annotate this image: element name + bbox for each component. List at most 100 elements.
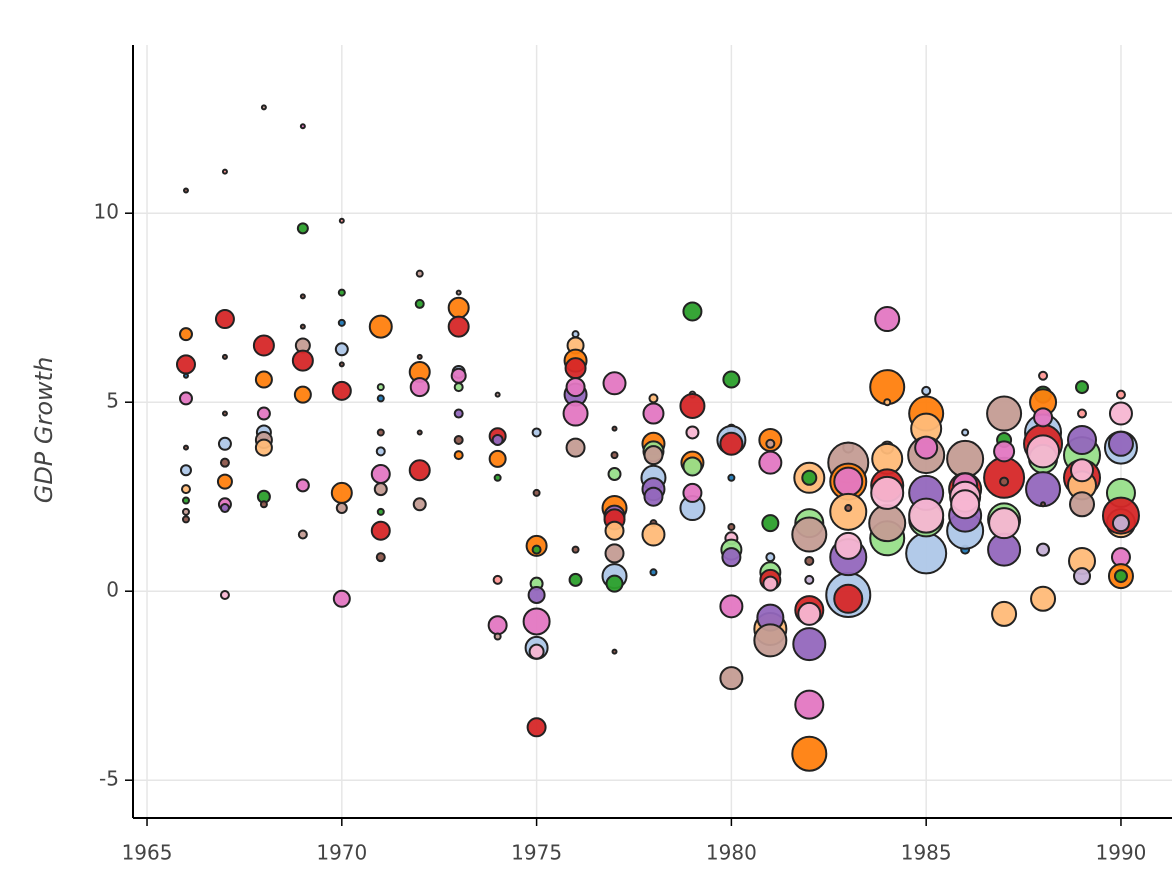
bubble	[375, 446, 386, 457]
bubble	[719, 594, 744, 619]
y-tick-label: 0	[106, 578, 119, 602]
bubble	[532, 488, 541, 497]
bubble	[331, 380, 352, 401]
bubble	[607, 467, 622, 482]
bubble	[219, 503, 230, 514]
bubble	[214, 309, 235, 330]
bubble	[988, 507, 1021, 540]
bubble	[181, 496, 190, 505]
bubble	[804, 555, 815, 566]
bubble	[682, 301, 703, 322]
bubble	[334, 342, 349, 357]
bubble	[256, 406, 271, 421]
bubble	[682, 482, 703, 503]
bubble	[1025, 471, 1062, 508]
bubble	[299, 323, 306, 330]
bubble	[370, 464, 391, 485]
bubble	[722, 370, 741, 389]
bubble	[416, 429, 423, 436]
bubble	[260, 104, 267, 111]
bubble	[643, 486, 664, 507]
bubble	[791, 516, 828, 553]
bubble	[221, 168, 228, 175]
bubble	[332, 589, 351, 608]
bubble	[182, 187, 189, 194]
bubble	[181, 515, 190, 524]
bubble	[991, 600, 1018, 627]
bubble	[946, 439, 985, 478]
bubble	[493, 632, 502, 641]
bubble	[254, 370, 273, 389]
bubble	[685, 425, 700, 440]
bubble	[291, 349, 314, 372]
bubble	[252, 334, 275, 357]
bubble	[1073, 567, 1092, 586]
bubble	[299, 293, 306, 300]
bubble	[453, 435, 464, 446]
bubble	[450, 367, 467, 384]
y-tick-label: 5	[106, 389, 119, 413]
bubble	[337, 288, 346, 297]
bubble	[409, 377, 430, 398]
bubble	[182, 372, 189, 379]
bubble	[762, 575, 779, 592]
bubble	[299, 123, 306, 130]
bubble	[564, 357, 587, 380]
bubble	[412, 497, 427, 512]
bubble	[721, 547, 742, 568]
bubble	[792, 627, 827, 662]
x-tick-label: 1985	[901, 841, 952, 865]
bubble	[447, 315, 470, 338]
bubble	[531, 544, 542, 555]
bubble	[494, 391, 501, 398]
bubble	[921, 385, 932, 396]
bubble	[649, 568, 658, 577]
bubble	[254, 438, 273, 457]
bubble	[908, 497, 945, 534]
bubble	[761, 514, 780, 533]
bubble	[797, 601, 822, 626]
bubble	[1075, 380, 1090, 395]
bubble	[679, 392, 706, 419]
bubble	[719, 666, 744, 691]
bubble	[295, 478, 310, 493]
bubble	[376, 507, 385, 516]
bubble	[643, 445, 664, 466]
bubble	[1026, 434, 1061, 469]
bubble	[1107, 430, 1134, 457]
bubble	[883, 398, 892, 407]
bubble	[178, 391, 193, 406]
bubble	[487, 615, 508, 636]
bubble	[758, 450, 783, 475]
bubble	[791, 735, 828, 772]
bubble	[565, 437, 586, 458]
bubble	[491, 434, 504, 447]
bubble	[528, 643, 545, 660]
bubble	[370, 520, 391, 541]
bubble	[950, 489, 981, 520]
bubble	[376, 394, 385, 403]
bubble	[337, 318, 346, 327]
bubble	[221, 353, 228, 360]
bubble	[610, 451, 619, 460]
bubble	[335, 502, 348, 515]
bubble	[1108, 401, 1133, 426]
bubble	[415, 269, 424, 278]
bubble	[375, 552, 386, 563]
bubble	[801, 469, 818, 486]
bubble	[765, 552, 776, 563]
bubble	[453, 382, 464, 393]
bubble	[571, 330, 580, 339]
bubble	[492, 574, 503, 585]
bubble	[642, 402, 665, 425]
bubble	[293, 385, 312, 404]
bubble	[455, 289, 462, 296]
bubble	[1038, 370, 1049, 381]
bubble	[178, 327, 193, 342]
bubble	[833, 583, 864, 614]
bubble	[1077, 408, 1088, 419]
bubble	[874, 306, 901, 333]
bubble	[605, 574, 624, 593]
bubble	[1111, 514, 1130, 533]
bubble	[181, 507, 190, 516]
